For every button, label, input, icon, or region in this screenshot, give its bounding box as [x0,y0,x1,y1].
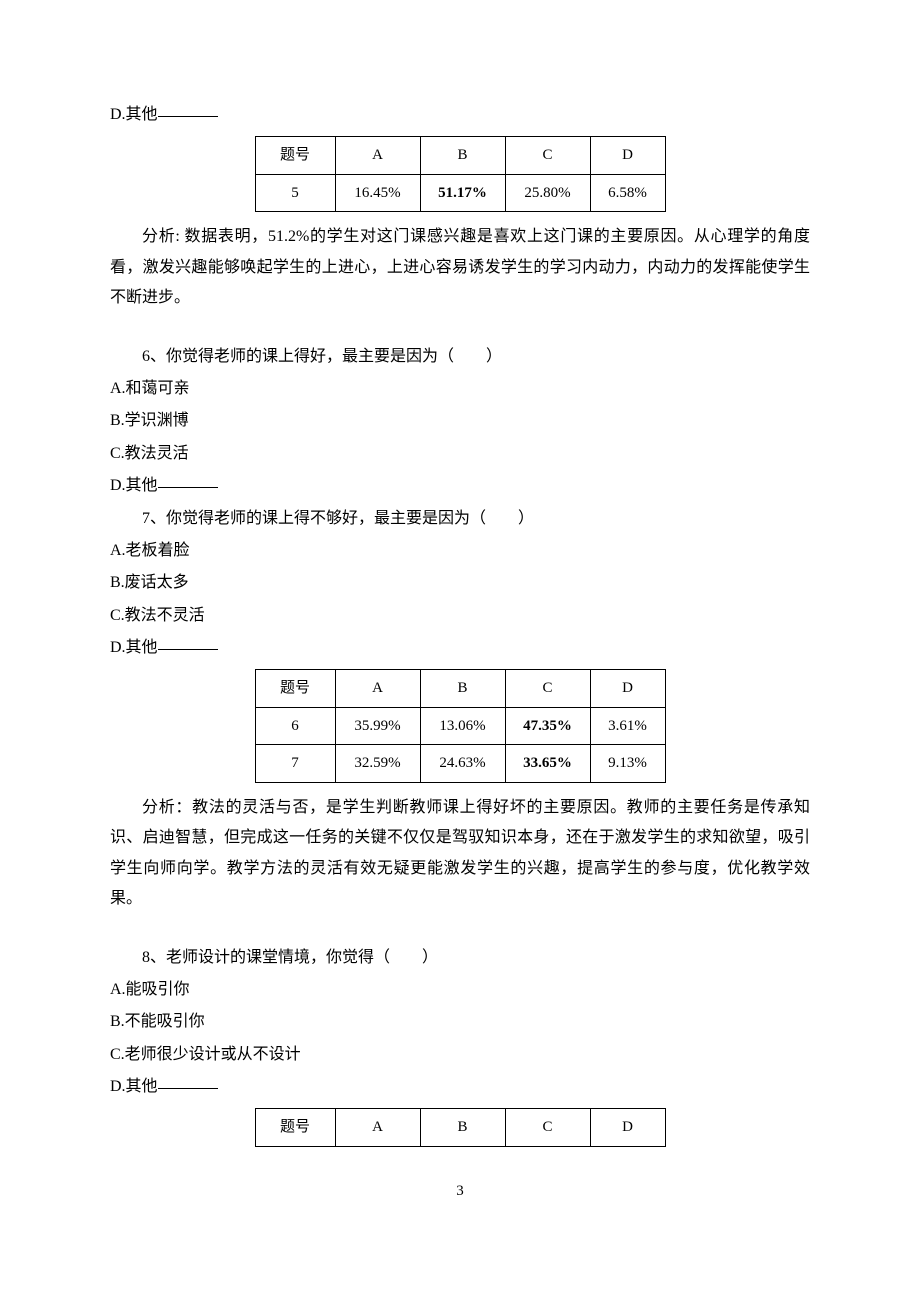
table-header-a: A [335,137,420,175]
q7-option-d-label: D.其他 [110,639,158,656]
table-header-a: A [335,1109,420,1147]
table-cell-a: 32.59% [335,745,420,783]
q8-option-d: D.其他 [110,1072,810,1102]
table-cell-num: 7 [255,745,335,783]
table-row: 5 16.45% 51.17% 25.80% 6.58% [255,174,665,212]
table-header-c: C [505,670,590,708]
q7-option-b: B.废话太多 [110,568,810,598]
q8-option-a: A.能吸引你 [110,975,810,1005]
table-header-num: 题号 [255,670,335,708]
table-cell-b: 51.17% [420,174,505,212]
question-7-text: 7、你觉得老师的课上得不够好，最主要是因为（ ） [110,504,810,534]
table-header-b: B [420,670,505,708]
table-q6-q7: 题号 A B C D 6 35.99% 13.06% 47.35% 3.61% … [255,669,666,783]
question-8-text: 8、老师设计的课堂情境，你觉得（ ） [110,943,810,973]
table-row: 题号 A B C D [255,137,665,175]
question-6-block: 6、你觉得老师的课上得好，最主要是因为（ ） A.和蔼可亲 B.学识渊博 C.教… [110,342,810,502]
table-q8: 题号 A B C D [255,1108,666,1147]
q6-option-c: C.教法灵活 [110,439,810,469]
table-cell-c: 47.35% [505,707,590,745]
analysis-q5: 分析: 数据表明，51.2%的学生对这门课感兴趣是喜欢上这门课的主要原因。从心理… [110,222,810,313]
question-7-block: 7、你觉得老师的课上得不够好，最主要是因为（ ） A.老板着脸 B.废话太多 C… [110,504,810,664]
table-header-c: C [505,1109,590,1147]
table-row: 7 32.59% 24.63% 33.65% 9.13% [255,745,665,783]
q6-option-d-label: D.其他 [110,477,158,494]
table-cell-num: 5 [255,174,335,212]
q6-option-a: A.和蔼可亲 [110,374,810,404]
table-row: 题号 A B C D [255,1109,665,1147]
q6-option-d: D.其他 [110,471,810,501]
table-header-c: C [505,137,590,175]
table-header-d: D [590,137,665,175]
table-header-b: B [420,1109,505,1147]
table-header-num: 题号 [255,137,335,175]
table-cell-d: 3.61% [590,707,665,745]
q7-option-d: D.其他 [110,633,810,663]
table-cell-a: 35.99% [335,707,420,745]
q5-option-d: D.其他 [110,100,810,130]
q8-option-d-label: D.其他 [110,1078,158,1095]
table-cell-b: 13.06% [420,707,505,745]
q6-option-b: B.学识渊博 [110,406,810,436]
blank-underline [158,1088,218,1089]
table-row: 6 35.99% 13.06% 47.35% 3.61% [255,707,665,745]
table-row: 题号 A B C D [255,670,665,708]
table-header-d: D [590,670,665,708]
q8-option-b: B.不能吸引你 [110,1007,810,1037]
blank-underline [158,116,218,117]
table-cell-num: 6 [255,707,335,745]
table-cell-a: 16.45% [335,174,420,212]
page-number: 3 [110,1177,810,1206]
q7-option-c: C.教法不灵活 [110,601,810,631]
table-header-a: A [335,670,420,708]
blank-underline [158,487,218,488]
q8-option-c: C.老师很少设计或从不设计 [110,1040,810,1070]
table-cell-d: 6.58% [590,174,665,212]
table-cell-c: 25.80% [505,174,590,212]
table-header-b: B [420,137,505,175]
analysis-q6-q7: 分析：教法的灵活与否，是学生判断教师课上得好坏的主要原因。教师的主要任务是传承知… [110,793,810,915]
q5-option-d-label: D.其他 [110,106,158,123]
question-6-text: 6、你觉得老师的课上得好，最主要是因为（ ） [110,342,810,372]
table-q5: 题号 A B C D 5 16.45% 51.17% 25.80% 6.58% [255,136,666,212]
table-cell-c: 33.65% [505,745,590,783]
question-8-block: 8、老师设计的课堂情境，你觉得（ ） A.能吸引你 B.不能吸引你 C.老师很少… [110,943,810,1103]
table-header-d: D [590,1109,665,1147]
table-header-num: 题号 [255,1109,335,1147]
table-cell-b: 24.63% [420,745,505,783]
blank-underline [158,649,218,650]
q7-option-a: A.老板着脸 [110,536,810,566]
table-cell-d: 9.13% [590,745,665,783]
